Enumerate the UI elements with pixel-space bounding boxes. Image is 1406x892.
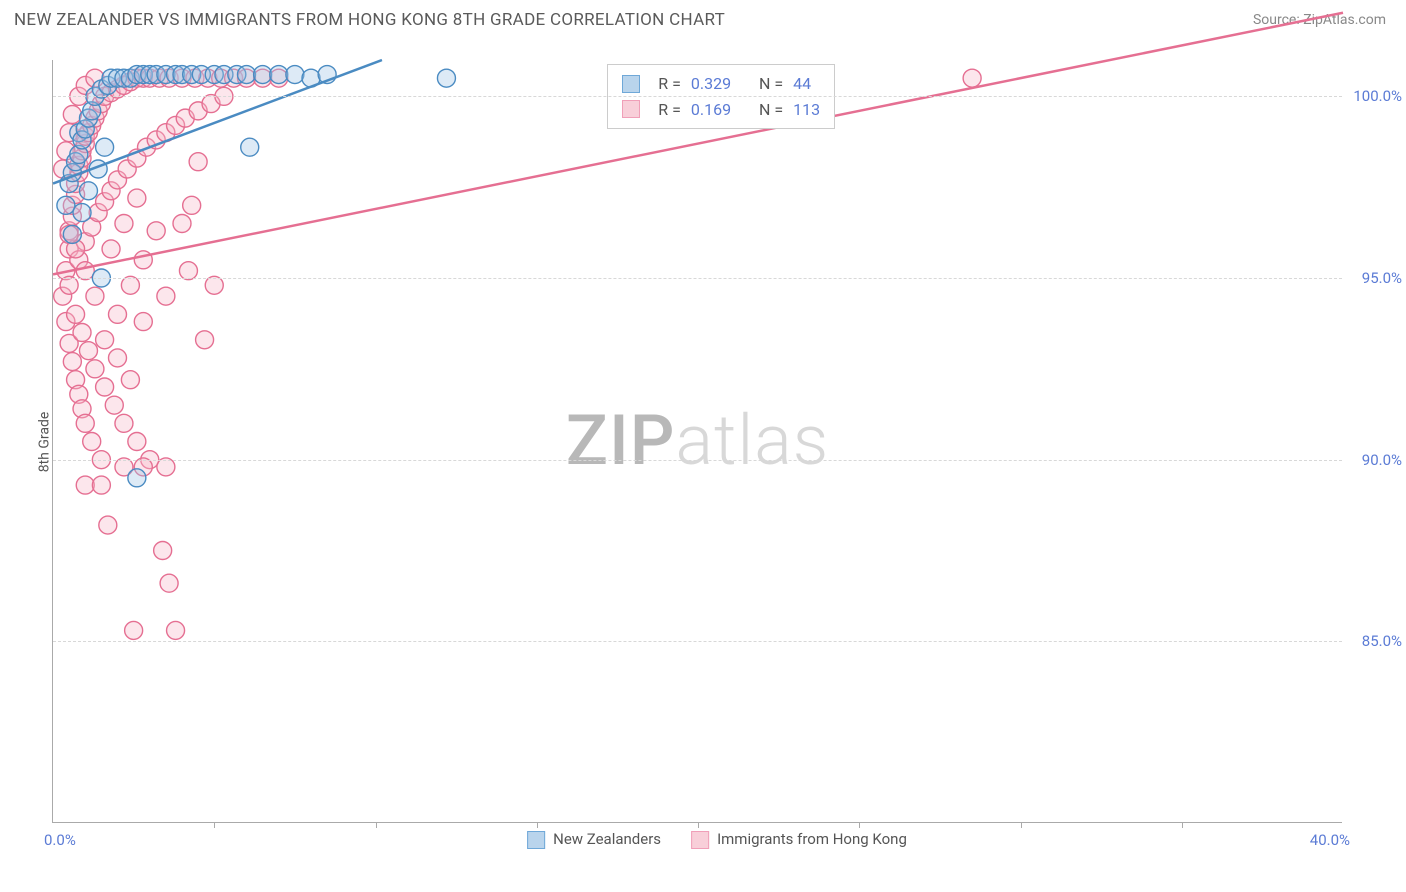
data-point: [254, 66, 272, 84]
data-point: [79, 342, 97, 360]
data-point: [154, 542, 172, 560]
source-attribution: Source: ZipAtlas.com: [1253, 12, 1386, 28]
legend-item: Immigrants from Hong Kong: [691, 830, 907, 849]
data-point: [157, 287, 175, 305]
data-point: [173, 215, 191, 233]
scatter-svg: [53, 60, 1343, 823]
legend: New Zealanders Immigrants from Hong Kong: [527, 830, 907, 849]
stats-row: R = 0.169 N = 113: [622, 97, 820, 123]
data-point: [86, 360, 104, 378]
legend-item: New Zealanders: [527, 830, 661, 849]
data-point: [67, 305, 85, 323]
data-point: [109, 305, 127, 323]
data-point: [79, 182, 97, 200]
x-axis-min: 0.0%: [44, 831, 76, 849]
data-point: [270, 66, 288, 84]
plot-region: ZIPatlas R = 0.329 N = 44R = 0.169 N = 1…: [52, 60, 1342, 823]
legend-label: Immigrants from Hong Kong: [717, 830, 907, 848]
data-point: [105, 396, 123, 414]
data-point: [96, 378, 114, 396]
data-point: [128, 433, 146, 451]
legend-swatch: [691, 831, 709, 849]
data-point: [92, 476, 110, 494]
data-point: [963, 69, 981, 87]
stats-row: R = 0.329 N = 44: [622, 71, 820, 97]
stat-r-value: 0.169: [691, 97, 731, 123]
data-point: [96, 331, 114, 349]
stat-n-value: 44: [793, 71, 811, 97]
stat-n-label: N =: [759, 97, 783, 123]
data-point: [86, 287, 104, 305]
data-point: [167, 621, 185, 639]
x-axis-max: 40.0%: [1310, 831, 1350, 849]
data-point: [241, 138, 259, 156]
chart-title: NEW ZEALANDER VS IMMIGRANTS FROM HONG KO…: [14, 10, 725, 30]
data-point: [160, 574, 178, 592]
data-point: [57, 196, 75, 214]
data-point: [109, 349, 127, 367]
data-point: [76, 476, 94, 494]
data-point: [196, 331, 214, 349]
y-axis-label: 8th Grade: [36, 411, 52, 472]
data-point: [147, 222, 165, 240]
data-point: [73, 324, 91, 342]
data-point: [125, 621, 143, 639]
data-point: [63, 106, 81, 124]
data-point: [99, 516, 117, 534]
legend-label: New Zealanders: [553, 830, 661, 848]
stat-r-value: 0.329: [691, 71, 731, 97]
data-point: [102, 240, 120, 258]
stat-r-label: R =: [658, 71, 681, 97]
data-point: [437, 69, 455, 87]
data-point: [73, 204, 91, 222]
stat-n-value: 113: [793, 97, 820, 123]
data-point: [121, 371, 139, 389]
data-point: [63, 225, 81, 243]
data-point: [83, 433, 101, 451]
data-point: [238, 66, 256, 84]
data-point: [115, 215, 133, 233]
stat-n-label: N =: [759, 71, 783, 97]
data-point: [63, 353, 81, 371]
data-point: [286, 66, 304, 84]
data-point: [189, 153, 207, 171]
data-point: [183, 196, 201, 214]
data-point: [115, 414, 133, 432]
data-point: [128, 469, 146, 487]
chart-header: NEW ZEALANDER VS IMMIGRANTS FROM HONG KO…: [0, 0, 1406, 36]
data-point: [128, 189, 146, 207]
data-point: [134, 313, 152, 331]
chart-area: 8th Grade ZIPatlas R = 0.329 N = 44R = 0…: [52, 60, 1382, 823]
legend-swatch: [622, 75, 640, 93]
stat-r-label: R =: [658, 97, 681, 123]
legend-swatch: [622, 100, 640, 118]
data-point: [76, 414, 94, 432]
legend-swatch: [527, 831, 545, 849]
data-point: [96, 138, 114, 156]
